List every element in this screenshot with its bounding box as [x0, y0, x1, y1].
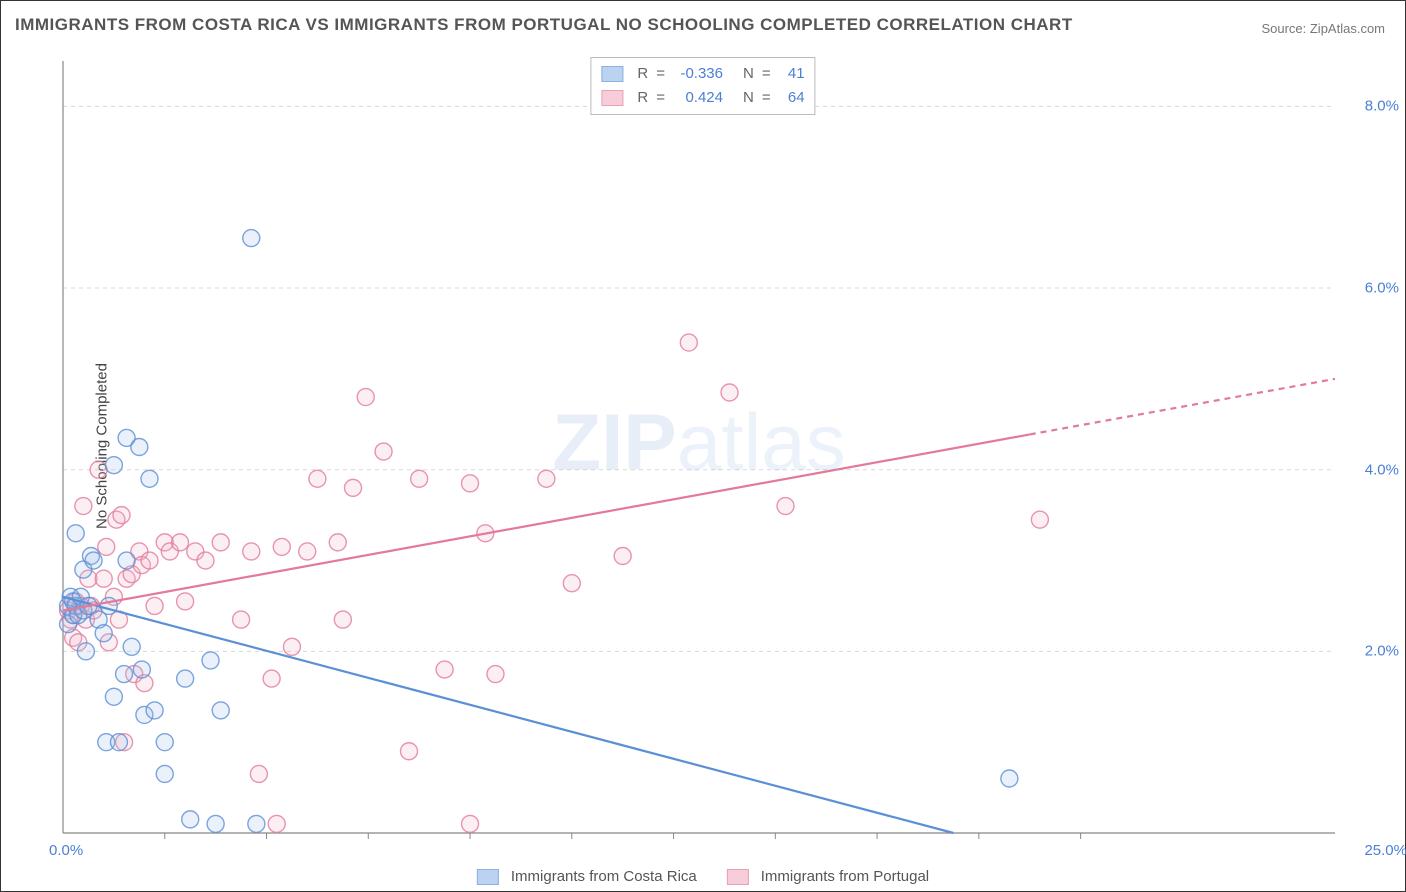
x-tick-end: 25.0%: [1364, 842, 1406, 859]
scatter-chart-svg: [59, 57, 1339, 837]
legend-label-portugal: Immigrants from Portugal: [761, 868, 929, 885]
y-tick-label: 4.0%: [1365, 461, 1399, 478]
chart-container: IMMIGRANTS FROM COSTA RICA VS IMMIGRANTS…: [0, 0, 1406, 892]
label-R: R: [637, 62, 648, 86]
swatch-portugal: [601, 90, 623, 106]
stats-row-portugal: R = 0.424 N = 64: [601, 86, 804, 110]
label-N: N: [743, 86, 754, 110]
stat-R-costa-rica: -0.336: [671, 62, 723, 86]
swatch-portugal: [727, 869, 749, 885]
legend-label-costa-rica: Immigrants from Costa Rica: [511, 868, 697, 885]
eq-sign: =: [762, 86, 771, 110]
y-tick-label: 8.0%: [1365, 98, 1399, 115]
eq-sign: =: [656, 86, 665, 110]
x-tick-start: 0.0%: [49, 842, 83, 859]
legend-item-costa-rica: Immigrants from Costa Rica: [477, 868, 697, 885]
stat-R-portugal: 0.424: [671, 86, 723, 110]
plot-area: ZIPatlas 0.0% 25.0% 2.0%4.0%6.0%8.0%: [59, 57, 1339, 837]
stats-row-costa-rica: R = -0.336 N = 41: [601, 62, 804, 86]
label-R: R: [637, 86, 648, 110]
chart-title: IMMIGRANTS FROM COSTA RICA VS IMMIGRANTS…: [15, 15, 1073, 35]
bottom-legend: Immigrants from Costa Rica Immigrants fr…: [477, 868, 929, 885]
swatch-costa-rica: [477, 869, 499, 885]
stats-legend: R = -0.336 N = 41 R = 0.424 N = 64: [590, 57, 815, 115]
eq-sign: =: [656, 62, 665, 86]
swatch-costa-rica: [601, 66, 623, 82]
stat-N-portugal: 64: [777, 86, 805, 110]
legend-item-portugal: Immigrants from Portugal: [727, 868, 929, 885]
source-label: Source: ZipAtlas.com: [1261, 21, 1385, 36]
eq-sign: =: [762, 62, 771, 86]
label-N: N: [743, 62, 754, 86]
y-tick-label: 6.0%: [1365, 280, 1399, 297]
stat-N-costa-rica: 41: [777, 62, 805, 86]
y-tick-label: 2.0%: [1365, 643, 1399, 660]
